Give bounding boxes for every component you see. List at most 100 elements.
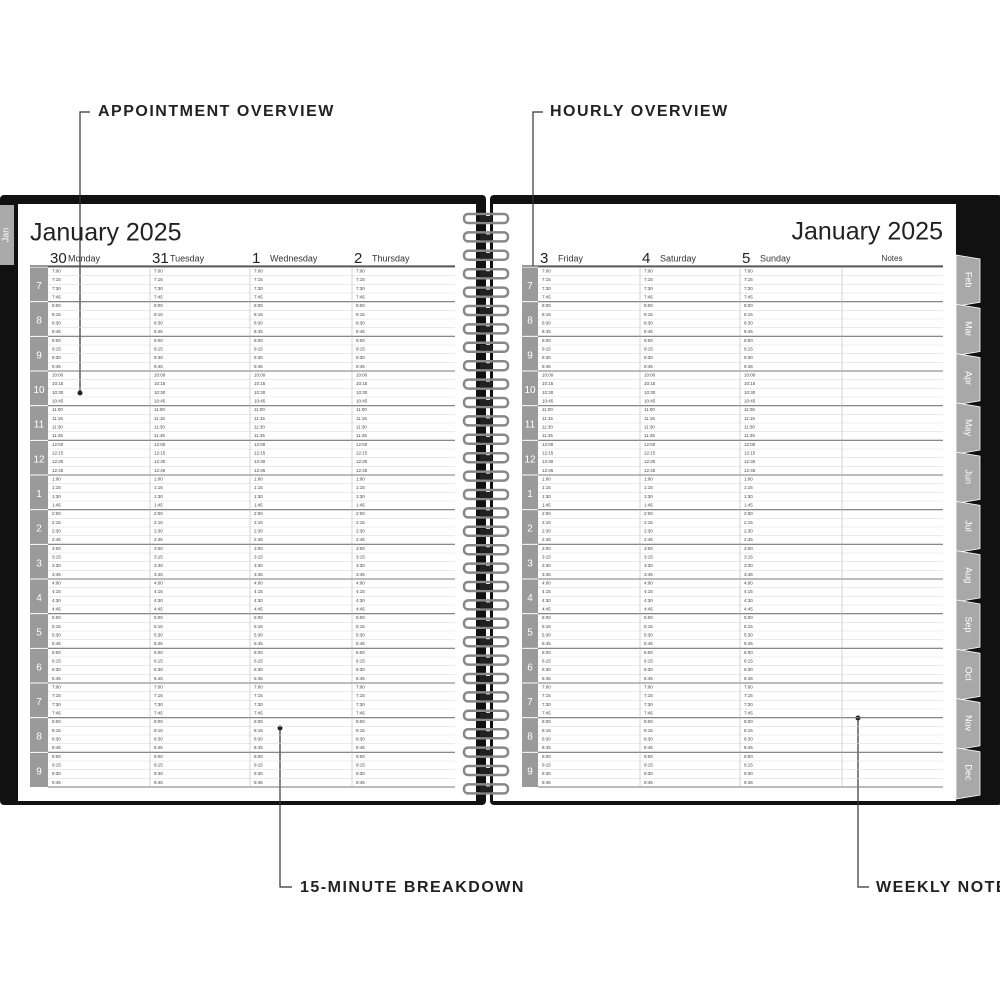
time-slot: 8:00 — [744, 719, 753, 724]
time-slot: 10:15 — [52, 381, 64, 386]
hour-label: 4 — [36, 593, 42, 604]
time-slot: 7:30 — [154, 286, 163, 291]
time-slot: 3:15 — [644, 555, 653, 560]
time-slot: 5:45 — [154, 641, 163, 646]
day-name: Sunday — [760, 253, 791, 263]
time-slot: 11:30 — [154, 425, 165, 430]
time-slot: 12:45 — [744, 468, 756, 473]
time-slot: 4:15 — [542, 589, 551, 594]
spiral-loop-shadow — [480, 547, 492, 554]
time-slot: 10:30 — [52, 390, 64, 395]
time-slot: 3:15 — [744, 555, 753, 560]
time-slot: 5:30 — [254, 633, 263, 638]
time-slot: 9:00 — [356, 338, 365, 343]
time-slot: 7:30 — [744, 702, 753, 707]
callout-label: HOURLY OVERVIEW — [550, 103, 729, 120]
time-slot: 4:15 — [254, 589, 263, 594]
time-slot: 8:30 — [744, 321, 753, 326]
time-slot: 7:00 — [154, 685, 163, 690]
time-slot: 1:00 — [644, 477, 653, 482]
day-name: Monday — [68, 253, 101, 263]
time-slot: 4:00 — [744, 581, 753, 586]
time-slot: 3:15 — [254, 555, 263, 560]
month-tab — [955, 303, 981, 357]
time-slot: 7:00 — [744, 269, 753, 274]
time-slot: 11:45 — [356, 433, 367, 438]
spiral-loop — [462, 231, 510, 243]
time-slot: 6:15 — [644, 659, 653, 664]
time-slot: 10:15 — [744, 381, 756, 386]
day-name: Friday — [558, 253, 584, 263]
hour-label: 7 — [527, 697, 533, 708]
time-slot: 9:00 — [154, 338, 163, 343]
time-slot: 1:15 — [356, 485, 365, 490]
time-slot: 6:30 — [744, 667, 753, 672]
time-slot: 5:45 — [356, 641, 365, 646]
time-slot: 7:30 — [356, 286, 365, 291]
time-slot: 4:00 — [254, 581, 263, 586]
tab-label: Jul — [964, 520, 974, 532]
hour-column — [30, 267, 48, 787]
time-slot: 12:15 — [356, 451, 368, 456]
time-slot: 1:45 — [744, 503, 753, 508]
hour-column — [522, 267, 538, 787]
time-slot: 9:00 — [356, 754, 365, 759]
time-slot: 3:30 — [52, 563, 61, 568]
time-slot: 6:15 — [52, 659, 61, 664]
time-slot: 4:45 — [52, 607, 61, 612]
hour-label: 10 — [524, 385, 536, 396]
time-slot: 9:15 — [356, 347, 365, 352]
time-slot: 11:45 — [254, 433, 265, 438]
time-slot: 8:30 — [356, 321, 365, 326]
time-slot: 10:45 — [254, 399, 266, 404]
hour-label: 3 — [527, 558, 533, 569]
time-slot: 2:15 — [154, 520, 163, 525]
time-slot: 8:00 — [154, 719, 163, 724]
time-slot: 8:15 — [254, 728, 263, 733]
time-slot: 9:30 — [52, 355, 61, 360]
time-slot: 9:00 — [154, 754, 163, 759]
time-slot: 1:45 — [542, 503, 551, 508]
time-slot: 5:30 — [356, 633, 365, 638]
time-slot: 12:15 — [52, 451, 64, 456]
time-slot: 10:15 — [356, 381, 368, 386]
time-slot: 5:15 — [154, 624, 163, 629]
time-slot: 12:00 — [154, 442, 166, 447]
time-slot: 8:45 — [542, 745, 551, 750]
time-slot: 9:30 — [356, 771, 365, 776]
day-number: 2 — [354, 250, 362, 267]
time-slot: 9:15 — [52, 763, 61, 768]
time-slot: 1:00 — [542, 477, 551, 482]
time-slot: 10:30 — [356, 390, 368, 395]
time-slot: 9:00 — [52, 338, 61, 343]
spiral-loop-shadow — [480, 344, 492, 351]
time-slot: 4:45 — [542, 607, 551, 612]
time-slot: 6:00 — [744, 650, 753, 655]
spiral-loop-shadow — [480, 436, 492, 443]
spiral-loop — [462, 709, 510, 722]
time-slot: 6:00 — [52, 650, 61, 655]
time-slot: 4:15 — [52, 589, 61, 594]
time-slot: 1:15 — [52, 485, 61, 490]
time-slot: 10:45 — [644, 399, 656, 404]
time-slot: 5:45 — [254, 641, 263, 646]
time-slot: 5:30 — [52, 633, 61, 638]
time-slot: 12:30 — [154, 459, 166, 464]
spiral-loop-shadow — [480, 584, 492, 590]
time-slot: 2:45 — [644, 537, 653, 542]
time-slot: 12:45 — [254, 468, 266, 473]
time-slot: 8:45 — [644, 329, 653, 334]
time-slot: 7:30 — [254, 286, 263, 291]
time-slot: 8:45 — [744, 329, 753, 334]
time-slot: 9:30 — [254, 355, 263, 360]
month-tab — [955, 648, 981, 701]
time-slot: 7:45 — [744, 711, 753, 716]
time-slot: 11:00 — [644, 407, 655, 412]
time-slot: 4:45 — [254, 607, 263, 612]
hour-label: 10 — [33, 385, 45, 396]
time-slot: 2:00 — [356, 511, 365, 516]
tab-label: Feb — [964, 272, 974, 288]
time-slot: 9:30 — [744, 355, 753, 360]
time-slot: 3:15 — [542, 555, 551, 560]
time-slot: 5:00 — [52, 615, 61, 620]
